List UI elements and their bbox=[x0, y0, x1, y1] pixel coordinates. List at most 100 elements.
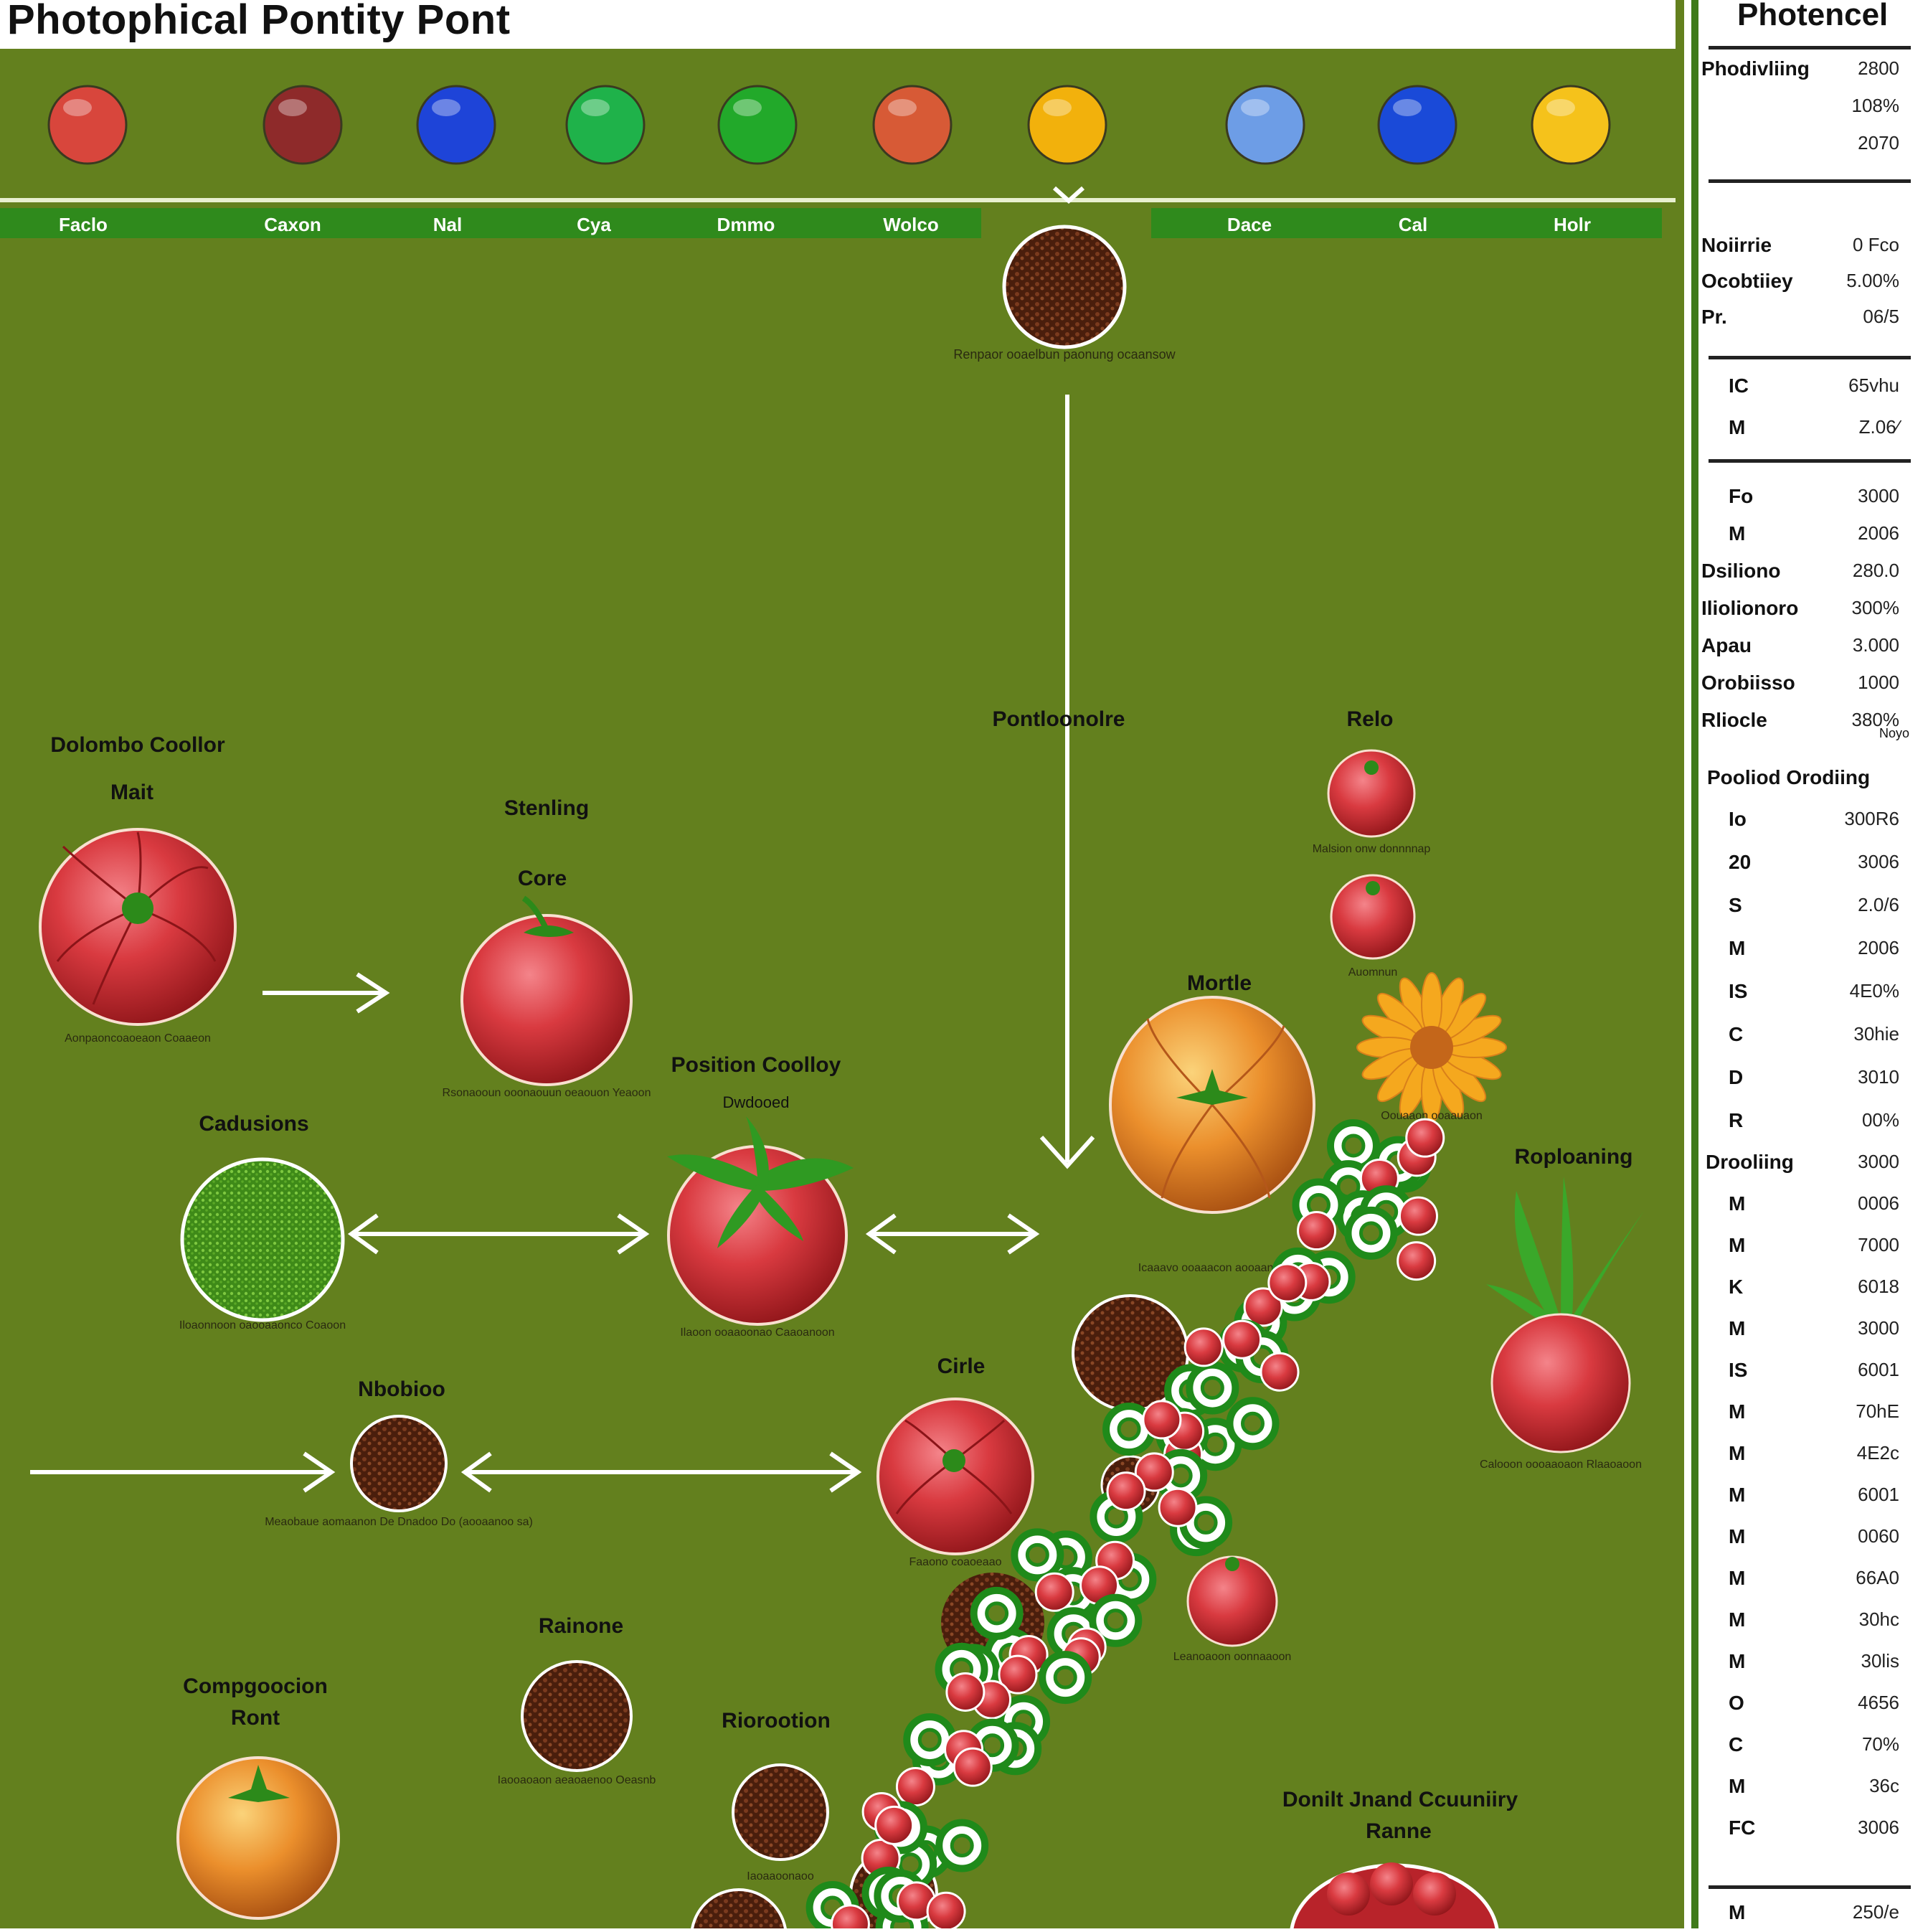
sidebar-row-label: M bbox=[1729, 1400, 1746, 1423]
sidebar-row-value: 30hc bbox=[1858, 1608, 1899, 1630]
sidebar-row: O 4656 bbox=[1698, 1692, 1899, 1716]
sidebar-row-value: 0060 bbox=[1858, 1525, 1899, 1547]
soil-source-node: Renpaor ooaelbun paonung ocaansow bbox=[953, 225, 1176, 362]
sidebar-row: M 2006 bbox=[1698, 522, 1899, 547]
sidebar-divider bbox=[1709, 46, 1911, 50]
swatch-1 bbox=[47, 85, 128, 165]
sidebar-row-label: Phodivliing bbox=[1701, 57, 1810, 80]
sidebar-row-value: 30lis bbox=[1861, 1650, 1899, 1672]
soil-rainone: Iaooaoaon aeaoaenoo Oeasnb bbox=[498, 1660, 656, 1786]
swatch-9 bbox=[1377, 85, 1457, 165]
small-tomato-caption: Leanoaoon oonnaaoon bbox=[1173, 1651, 1292, 1663]
sidebar-row-value: 2800 bbox=[1858, 57, 1899, 79]
label-donilt: Donilt Jnand Ccuuniiry bbox=[1282, 1788, 1518, 1811]
label-pontloonolre: Pontloonolre bbox=[993, 707, 1125, 731]
label-rainone: Rainone bbox=[539, 1614, 623, 1638]
sidebar-row-value: 6001 bbox=[1858, 1484, 1899, 1505]
sidebar-row-label: Orobiisso bbox=[1701, 672, 1795, 694]
swatch-label-3: Nal bbox=[433, 214, 462, 235]
tomato-plant-ropioning: Calooon oooaaoaon Rlaaoaoon bbox=[1480, 1177, 1644, 1471]
relo-caption: Malsion onw donnnnap bbox=[1313, 843, 1431, 855]
sidebar-row-label: M bbox=[1729, 1901, 1746, 1923]
swatch-3 bbox=[416, 85, 496, 165]
sidebar-row: Rliocle 380% bbox=[1698, 709, 1899, 733]
swatch-label-6: Wolco bbox=[883, 214, 939, 235]
sidebar-row-label: M bbox=[1729, 1525, 1746, 1547]
label-band-right bbox=[1151, 208, 1662, 238]
sidebar-row-label: M bbox=[1729, 1234, 1746, 1256]
sidebar-row: M 4E2c bbox=[1698, 1442, 1899, 1466]
arrows bbox=[30, 186, 1095, 1493]
sidebar-row: M 6001 bbox=[1698, 1484, 1899, 1508]
sidebar-row-label: M bbox=[1729, 1567, 1746, 1589]
sidebar-row-value: Z.06⁄ bbox=[1858, 416, 1899, 438]
label-nbobioo: Nbobioo bbox=[358, 1377, 445, 1401]
swatch-label-2: Caxon bbox=[264, 214, 321, 235]
label-stenling: Stenling bbox=[504, 796, 589, 820]
ropioning-caption: Calooon oooaaoaon Rlaaoaoon bbox=[1480, 1459, 1642, 1471]
sidebar-row: Orobiisso 1000 bbox=[1698, 672, 1899, 696]
arrow-head-1 bbox=[356, 972, 390, 1014]
soil-riorootion: Iaoaaoonaoo bbox=[732, 1763, 829, 1882]
sidebar-border bbox=[1691, 0, 1698, 1928]
tomato-relo-2: Auomnun bbox=[1330, 874, 1416, 979]
sidebar-row-label: C bbox=[1729, 1023, 1744, 1045]
sidebar-row-value: 4E2c bbox=[1856, 1442, 1899, 1464]
sidebar-row: Pr. 06/5 bbox=[1698, 306, 1899, 330]
sidebar-note: Noyo bbox=[1879, 726, 1910, 740]
sidebar-row-label: IS bbox=[1729, 1359, 1748, 1381]
sidebar-row: C 30hie bbox=[1698, 1023, 1899, 1047]
sidebar-row-value: 5.00% bbox=[1846, 270, 1899, 291]
cirle-caption: Faaono coaoeaao bbox=[909, 1556, 1002, 1568]
tomato-compgoocion bbox=[176, 1756, 340, 1920]
sidebar-row: M 30hc bbox=[1698, 1608, 1899, 1633]
sidebar-section-header: Pooliod Orodiing bbox=[1707, 766, 1871, 788]
sidebar-row: M 30lis bbox=[1698, 1650, 1899, 1674]
sidebar-bg bbox=[1698, 0, 1928, 1928]
sidebar-row: 20 3006 bbox=[1698, 851, 1899, 875]
flower-caption: Oouaaon ooaauaon bbox=[1381, 1110, 1482, 1122]
sidebar-row-value: 3010 bbox=[1858, 1066, 1899, 1088]
arrow-head-4 bbox=[303, 1451, 336, 1493]
sidebar-row-label: M bbox=[1729, 522, 1746, 545]
sidebar-row-label: 20 bbox=[1729, 851, 1752, 873]
sidebar-row: Io 300R6 bbox=[1698, 808, 1899, 832]
tomato-small-cluster: Leanoaoon oonnaaoon bbox=[1173, 1555, 1292, 1663]
sidebar-row-value: 300% bbox=[1851, 597, 1900, 618]
sidebar-row: M 2006 bbox=[1698, 937, 1899, 961]
sidebar-row-label: Fo bbox=[1729, 485, 1754, 507]
sidebar-row: M 36c bbox=[1698, 1775, 1899, 1799]
cadusions-caption: Iloaonnoon oaooaaonco Coaoon bbox=[179, 1319, 346, 1332]
sidebar-row-value: 4656 bbox=[1858, 1692, 1899, 1713]
swatch-label-7: Dace bbox=[1227, 214, 1272, 235]
swatch-7 bbox=[1027, 85, 1107, 165]
arrow-down-top bbox=[1052, 186, 1085, 204]
sidebar-row: Phodivliing 2800 bbox=[1698, 57, 1899, 82]
sidebar-row: Noiirrie 0 Fco bbox=[1698, 234, 1899, 258]
swatch-8 bbox=[1225, 85, 1305, 165]
sidebar-row-value: 3000 bbox=[1858, 1317, 1899, 1339]
sidebar-row: M 7000 bbox=[1698, 1234, 1899, 1258]
sidebar-row-value: 06/5 bbox=[1863, 306, 1899, 327]
sidebar-row-label: M bbox=[1729, 1608, 1746, 1631]
sidebar-row: Ocobtiiey 5.00% bbox=[1698, 270, 1899, 294]
sidebar-row-label: M bbox=[1729, 1484, 1746, 1506]
sidebar-row: IS 6001 bbox=[1698, 1359, 1899, 1383]
main-panel-edge bbox=[1676, 0, 1684, 1928]
sidebar-section-label: Drooliing bbox=[1706, 1151, 1794, 1173]
sidebar-row-label: IC bbox=[1729, 374, 1749, 397]
arrow-head-2a bbox=[347, 1213, 379, 1255]
sidebar-row-label: Rliocle bbox=[1701, 709, 1767, 731]
swatch-10 bbox=[1531, 85, 1611, 165]
sidebar-row: M 0060 bbox=[1698, 1525, 1899, 1550]
sidebar-row-label: M bbox=[1729, 1775, 1746, 1797]
sidebar-row: Apau 3.000 bbox=[1698, 634, 1899, 659]
sidebar-row-value: 7000 bbox=[1858, 1234, 1899, 1255]
sidebar-row-value: 70hE bbox=[1856, 1400, 1899, 1422]
swatch-label-5: Dmmo bbox=[717, 214, 775, 235]
sidebar-row-label: K bbox=[1729, 1276, 1744, 1298]
sidebar-row: FC 3006 bbox=[1698, 1816, 1899, 1841]
label-cadusions: Cadusions bbox=[199, 1112, 308, 1136]
tomato-core: Rsonaooun ooonaouun oeaouon Yeaoon bbox=[443, 895, 651, 1099]
